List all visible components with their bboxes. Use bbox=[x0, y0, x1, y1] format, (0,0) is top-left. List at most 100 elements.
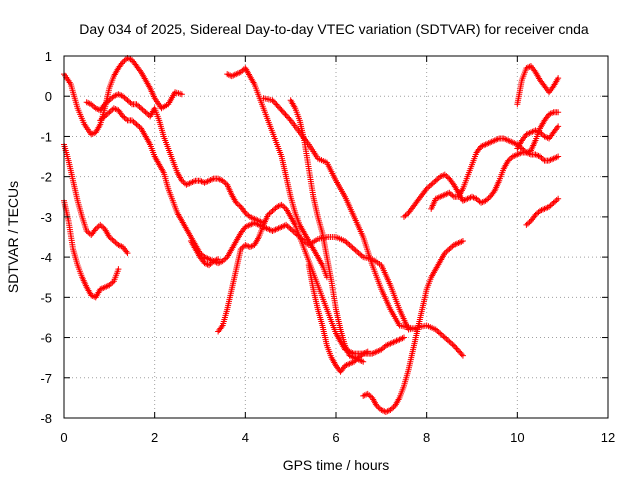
data-point bbox=[140, 127, 142, 130]
data-point bbox=[244, 67, 247, 69]
data-point bbox=[525, 133, 528, 136]
data-point bbox=[394, 340, 396, 343]
data-point bbox=[502, 137, 505, 140]
data-point bbox=[122, 246, 124, 248]
data-point bbox=[280, 155, 283, 158]
data-point bbox=[530, 65, 532, 67]
data-point bbox=[439, 195, 442, 198]
data-point bbox=[176, 211, 179, 214]
data-point bbox=[362, 360, 365, 363]
data-series bbox=[61, 55, 562, 415]
data-point bbox=[99, 119, 102, 122]
data-point bbox=[94, 228, 97, 230]
data-point bbox=[235, 201, 238, 204]
series-marker-trace bbox=[360, 238, 466, 415]
data-point bbox=[117, 109, 120, 112]
data-point bbox=[253, 218, 256, 220]
data-point bbox=[398, 324, 401, 327]
data-point bbox=[253, 244, 256, 246]
data-point bbox=[316, 157, 319, 160]
data-point bbox=[280, 226, 283, 228]
data-point bbox=[471, 195, 473, 198]
data-point bbox=[312, 288, 315, 291]
x-tick-label: 2 bbox=[151, 430, 158, 445]
data-point bbox=[271, 230, 274, 232]
data-point bbox=[548, 205, 550, 208]
data-point bbox=[489, 141, 492, 144]
data-point bbox=[498, 179, 501, 182]
data-point bbox=[117, 93, 120, 96]
data-point bbox=[131, 119, 133, 122]
data-point bbox=[530, 149, 532, 152]
data-point bbox=[344, 364, 346, 367]
data-point bbox=[258, 95, 260, 98]
data-point bbox=[149, 143, 152, 146]
data-point bbox=[434, 328, 437, 331]
data-point bbox=[112, 280, 115, 283]
data-point bbox=[126, 99, 129, 102]
data-point bbox=[307, 240, 310, 242]
data-point bbox=[344, 195, 346, 198]
data-point bbox=[298, 224, 301, 226]
data-point bbox=[316, 284, 319, 287]
data-point bbox=[462, 240, 464, 242]
data-point bbox=[90, 133, 93, 136]
data-point bbox=[326, 236, 328, 238]
data-point bbox=[221, 324, 224, 327]
data-point bbox=[99, 109, 102, 112]
series-arc-14 bbox=[428, 109, 562, 212]
x-tick-label: 6 bbox=[332, 430, 339, 445]
series-marker-trace bbox=[514, 63, 562, 108]
data-point bbox=[239, 232, 242, 234]
y-axis-label: SDTVAR / TECUs bbox=[5, 181, 21, 293]
data-point bbox=[443, 193, 446, 196]
data-point bbox=[85, 101, 88, 104]
data-point bbox=[99, 288, 102, 291]
data-point bbox=[407, 368, 410, 371]
data-point bbox=[126, 252, 129, 254]
data-point bbox=[90, 103, 93, 106]
data-point bbox=[430, 276, 433, 279]
data-point bbox=[371, 396, 374, 399]
data-point bbox=[203, 262, 206, 265]
data-point bbox=[298, 119, 301, 122]
data-point bbox=[326, 256, 328, 259]
data-point bbox=[180, 93, 183, 96]
data-point bbox=[162, 135, 165, 138]
data-point bbox=[502, 167, 505, 170]
data-point bbox=[117, 244, 120, 246]
data-point bbox=[462, 187, 464, 190]
data-point bbox=[557, 125, 560, 128]
data-point bbox=[330, 356, 333, 359]
data-point bbox=[416, 328, 419, 331]
data-point bbox=[326, 161, 328, 164]
data-point bbox=[239, 248, 242, 250]
data-point bbox=[466, 197, 469, 200]
data-point bbox=[484, 143, 487, 146]
series-marker-trace bbox=[61, 197, 122, 301]
data-point bbox=[226, 73, 229, 75]
data-point bbox=[530, 131, 532, 134]
x-tick-label: 12 bbox=[601, 430, 615, 445]
y-tick-label: -5 bbox=[40, 290, 52, 305]
data-point bbox=[375, 405, 378, 407]
data-point bbox=[258, 224, 260, 226]
data-point bbox=[271, 209, 274, 212]
data-point bbox=[112, 107, 115, 110]
data-point bbox=[511, 155, 514, 158]
series-arc-15 bbox=[514, 123, 562, 152]
data-point bbox=[484, 199, 487, 202]
data-point bbox=[552, 157, 555, 160]
data-point bbox=[108, 111, 111, 114]
data-point bbox=[244, 226, 247, 228]
data-point bbox=[380, 288, 383, 291]
data-point bbox=[443, 252, 446, 254]
data-point bbox=[144, 79, 147, 82]
data-point bbox=[160, 107, 163, 110]
data-point bbox=[394, 405, 396, 407]
data-point bbox=[312, 248, 315, 250]
data-point bbox=[267, 119, 269, 122]
data-point bbox=[226, 183, 229, 186]
y-tick-label: -7 bbox=[40, 371, 52, 386]
data-point bbox=[448, 248, 451, 250]
